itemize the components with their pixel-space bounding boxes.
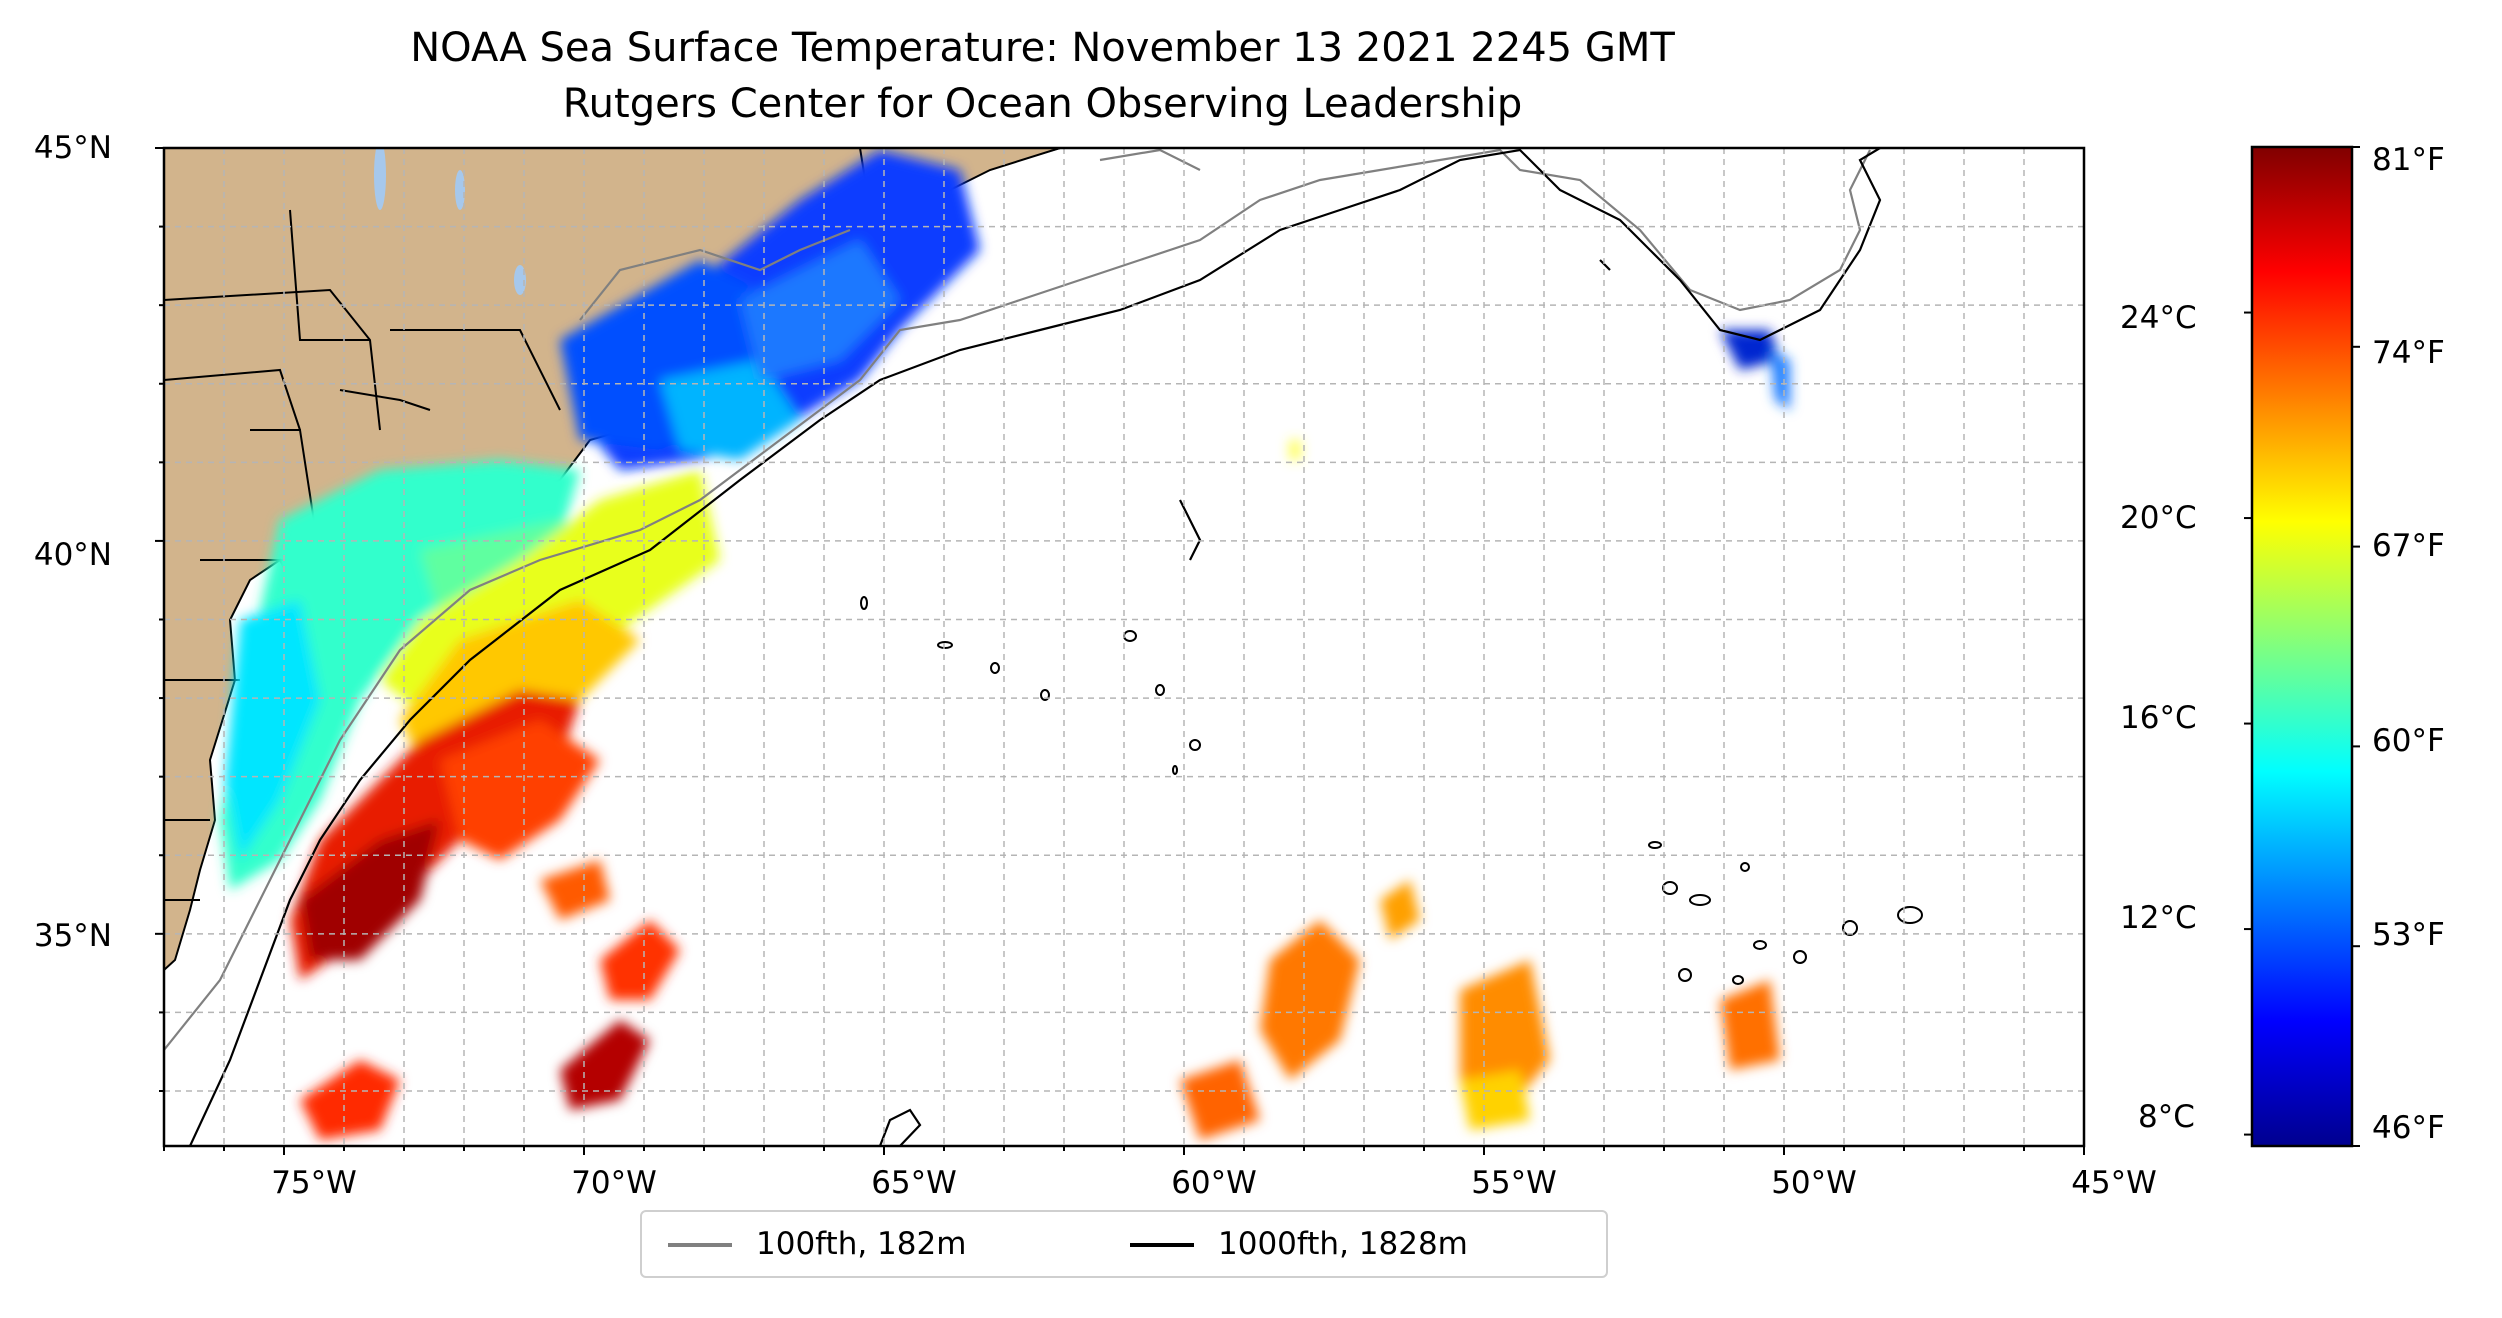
colorbar-ticks (2244, 146, 2360, 1147)
lon-tick-label: 60°W (1171, 1165, 1257, 1201)
colorbar-celsius-tick: 8°C (2138, 1099, 2195, 1135)
lon-tick-label: 70°W (571, 1165, 657, 1201)
colorbar-fahrenheit-tick: 67°F (2372, 528, 2445, 564)
colorbar-celsius-tick: 20°C (2120, 500, 2197, 536)
lon-tick-label: 75°W (271, 1165, 357, 1201)
lon-tick-label: 50°W (1771, 1165, 1857, 1201)
lon-tick-label: 55°W (1471, 1165, 1557, 1201)
isobath-1000 (189, 148, 1882, 1146)
lake (455, 170, 465, 210)
colorbar (2250, 145, 2354, 1148)
lon-tick-label: 65°W (871, 1165, 957, 1201)
lake (374, 148, 386, 210)
gridlines (164, 148, 2084, 1146)
chart-subtitle: Rutgers Center for Ocean Observing Leade… (562, 81, 1523, 127)
colorbar-fahrenheit-tick: 81°F (2372, 142, 2445, 178)
seamount-contours (860, 596, 1923, 985)
legend: 100fth, 182m 1000fth, 1828m (640, 1210, 1608, 1278)
colorbar-fahrenheit-tick: 60°F (2372, 723, 2445, 759)
sst-field (220, 150, 1790, 1140)
lat-tick-label: 40°N (33, 537, 112, 573)
colorbar-celsius-tick: 24°C (2120, 300, 2197, 336)
legend-swatch-black (1130, 1243, 1194, 1247)
colorbar-celsius-tick: 12°C (2120, 900, 2197, 936)
colorbar-fahrenheit-tick: 74°F (2372, 335, 2445, 371)
colorbar-celsius-tick: 16°C (2120, 700, 2197, 736)
legend-swatch-gray (668, 1243, 732, 1247)
legend-label: 1000fth, 1828m (1218, 1226, 1468, 1262)
lake (514, 265, 526, 295)
lat-tick-label: 45°N (33, 130, 112, 166)
lon-tick-label: 45°W (2071, 1165, 2157, 1201)
colorbar-fahrenheit-tick: 46°F (2372, 1110, 2445, 1146)
chart-title: NOAA Sea Surface Temperature: November 1… (410, 25, 1675, 71)
axis-ticks (155, 147, 2085, 1155)
lat-tick-label: 35°N (33, 918, 112, 954)
legend-label: 100fth, 182m (756, 1226, 967, 1262)
colorbar-fahrenheit-tick: 53°F (2372, 917, 2445, 953)
